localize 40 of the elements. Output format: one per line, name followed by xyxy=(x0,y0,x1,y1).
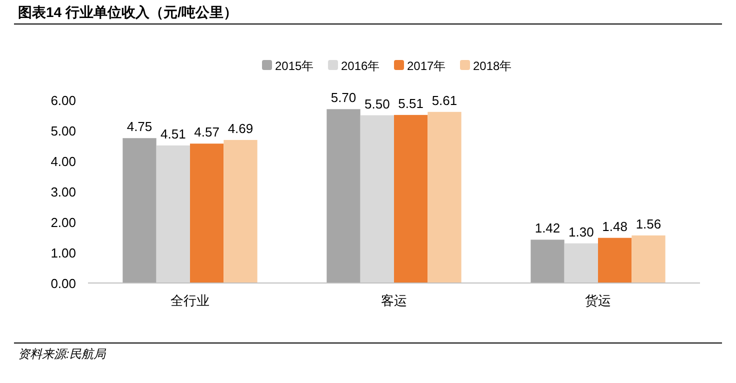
y-tick-label: 3.00 xyxy=(50,184,76,200)
data-label: 4.75 xyxy=(126,119,152,134)
data-label: 1.48 xyxy=(602,218,628,234)
data-label: 5.70 xyxy=(330,90,356,106)
bar xyxy=(428,112,462,283)
data-label: 4.57 xyxy=(194,124,220,140)
bar xyxy=(598,238,632,283)
bar xyxy=(564,243,598,283)
y-tick-label: 1.00 xyxy=(50,246,76,260)
legend-label: 2016年 xyxy=(341,59,380,73)
bar xyxy=(530,240,564,283)
bar xyxy=(632,235,666,283)
bar xyxy=(190,144,224,283)
y-tick-label: 6.00 xyxy=(50,93,76,108)
bar xyxy=(224,140,258,283)
bar xyxy=(326,109,360,283)
bar xyxy=(394,114,428,283)
y-tick-label: 2.00 xyxy=(50,215,76,230)
data-label: 1.56 xyxy=(636,216,662,232)
data-label: 5.50 xyxy=(364,96,390,112)
data-label: 5.51 xyxy=(398,96,424,111)
data-label: 5.61 xyxy=(432,92,458,108)
legend-label: 2018年 xyxy=(473,59,512,73)
x-tick-label: 全行业 xyxy=(170,293,210,308)
x-tick-label: 客运 xyxy=(381,293,407,308)
y-tick-label: 4.00 xyxy=(50,154,76,169)
chart-title: 图表14 行业单位收入（元/吨公里） xyxy=(18,4,238,20)
bar xyxy=(122,138,156,283)
data-label: 4.51 xyxy=(160,126,186,142)
bar xyxy=(156,145,190,283)
data-label: 4.69 xyxy=(228,120,254,136)
legend-label: 2015年 xyxy=(275,59,314,73)
y-tick-label: 0.00 xyxy=(50,276,76,291)
data-label: 1.42 xyxy=(534,220,560,236)
text: 资料来源:民航局 xyxy=(18,347,106,361)
x-tick-label: 货运 xyxy=(585,293,611,308)
bar xyxy=(360,115,394,283)
legend-label: 2017年 xyxy=(407,59,446,73)
data-label: 1.30 xyxy=(568,224,594,240)
y-tick-label: 5.00 xyxy=(50,124,76,138)
